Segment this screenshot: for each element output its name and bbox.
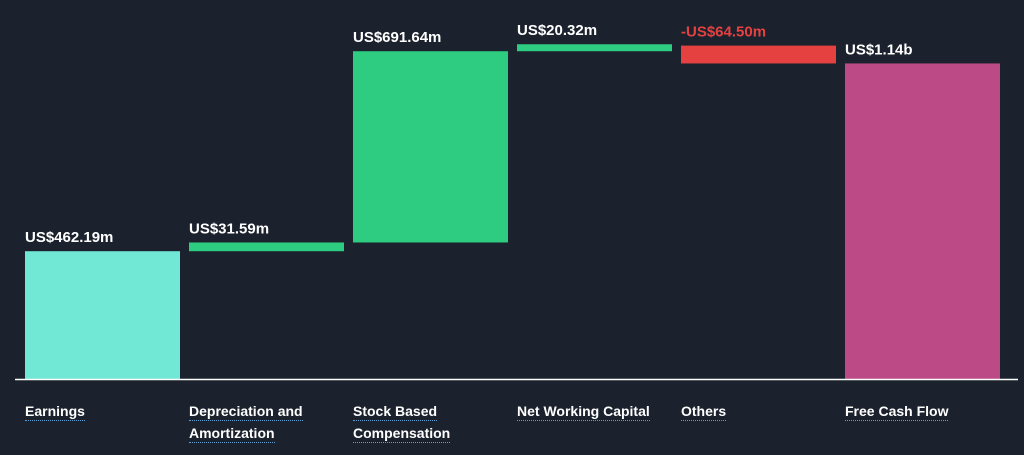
bar-free-cash-flow[interactable]	[845, 63, 1000, 379]
bar-earnings[interactable]	[25, 251, 180, 379]
bars-group	[25, 44, 1000, 379]
value-labels-group: US$462.19m US$31.59m US$691.64m US$20.32m -U…	[25, 22, 913, 246]
value-label-others: -US$64.50m	[681, 24, 766, 41]
category-label-stock-based-compensation[interactable]: Stock Based Compensation	[353, 403, 451, 443]
value-label-net-working-capital: US$20.32m	[517, 22, 597, 39]
category-label-depreciation-and-amortization[interactable]: Depreciation and Amortization	[189, 403, 303, 443]
category-label-free-cash-flow[interactable]: Free Cash Flow	[845, 403, 949, 421]
value-label-earnings: US$462.19m	[25, 229, 113, 246]
category-label-earnings[interactable]: Earnings	[25, 403, 85, 421]
value-label-depreciation-and-amortization: US$31.59m	[189, 220, 269, 237]
bar-others[interactable]	[681, 45, 836, 64]
value-label-free-cash-flow: US$1.14b	[845, 41, 913, 58]
bar-stock-based-compensation[interactable]	[353, 51, 508, 243]
bar-net-working-capital[interactable]	[517, 44, 672, 52]
category-label-others[interactable]: Others	[681, 403, 727, 421]
category-label-net-working-capital[interactable]: Net Working Capital	[517, 403, 650, 421]
bar-depreciation-and-amortization[interactable]	[189, 242, 344, 252]
value-label-stock-based-compensation: US$691.64m	[353, 29, 441, 46]
